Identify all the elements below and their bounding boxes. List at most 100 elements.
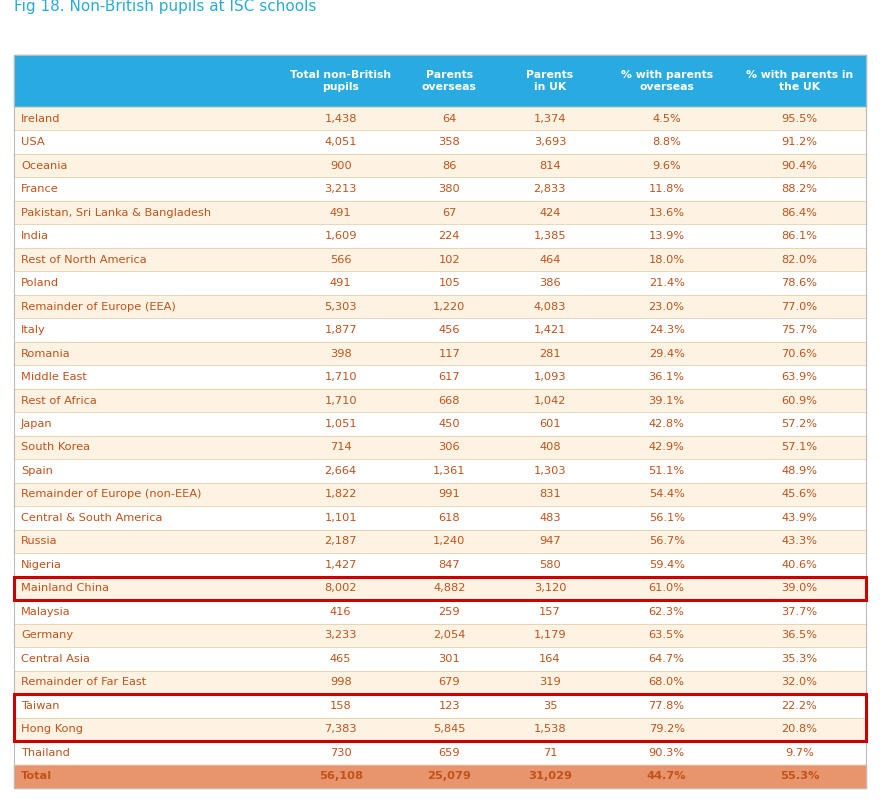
Text: 67: 67 <box>442 208 457 217</box>
Text: 86.4%: 86.4% <box>781 208 818 217</box>
Text: 491: 491 <box>330 278 351 288</box>
Text: 22.2%: 22.2% <box>781 701 818 711</box>
Text: 1,877: 1,877 <box>325 325 357 335</box>
Text: 62.3%: 62.3% <box>649 607 685 617</box>
Text: 56.7%: 56.7% <box>649 537 685 546</box>
Text: 1,385: 1,385 <box>533 231 566 241</box>
Text: 90.3%: 90.3% <box>649 747 685 758</box>
Text: Ireland: Ireland <box>21 114 61 124</box>
Text: India: India <box>21 231 49 241</box>
Text: 86: 86 <box>442 161 457 170</box>
Text: 1,303: 1,303 <box>533 466 566 476</box>
Text: 9.7%: 9.7% <box>785 747 814 758</box>
Text: 24.3%: 24.3% <box>649 325 685 335</box>
Text: 123: 123 <box>438 701 460 711</box>
Text: Nigeria: Nigeria <box>21 560 62 570</box>
Text: 20.8%: 20.8% <box>781 724 818 734</box>
Text: 158: 158 <box>330 701 352 711</box>
Text: 424: 424 <box>539 208 561 217</box>
Text: 618: 618 <box>438 513 460 523</box>
Text: 465: 465 <box>330 654 351 664</box>
Text: Rest of Africa: Rest of Africa <box>21 396 97 406</box>
Text: 157: 157 <box>539 607 561 617</box>
Text: 91.2%: 91.2% <box>781 137 818 147</box>
Text: 483: 483 <box>539 513 561 523</box>
Text: Malaysia: Malaysia <box>21 607 70 617</box>
Text: 450: 450 <box>438 419 460 429</box>
Text: 36.5%: 36.5% <box>781 630 818 641</box>
Text: 3,213: 3,213 <box>325 184 357 194</box>
Text: 847: 847 <box>438 560 460 570</box>
Text: 259: 259 <box>438 607 460 617</box>
Text: 82.0%: 82.0% <box>781 255 818 265</box>
Text: Remainder of Europe (non-EEA): Remainder of Europe (non-EEA) <box>21 490 202 499</box>
Text: 75.7%: 75.7% <box>781 325 818 335</box>
Text: Middle East: Middle East <box>21 372 87 382</box>
Text: 42.8%: 42.8% <box>649 419 685 429</box>
Text: Rest of North America: Rest of North America <box>21 255 147 265</box>
Text: 77.0%: 77.0% <box>781 301 818 312</box>
Text: 51.1%: 51.1% <box>649 466 685 476</box>
Text: 1,042: 1,042 <box>534 396 566 406</box>
Text: Romania: Romania <box>21 348 70 359</box>
Text: 1,609: 1,609 <box>325 231 357 241</box>
Text: 117: 117 <box>438 348 460 359</box>
Text: 1,240: 1,240 <box>433 537 466 546</box>
Text: 35: 35 <box>543 701 557 711</box>
Text: Remainder of Far East: Remainder of Far East <box>21 677 146 688</box>
Text: % with parents
overseas: % with parents overseas <box>620 70 713 92</box>
Text: 35.3%: 35.3% <box>781 654 818 664</box>
Text: 580: 580 <box>539 560 561 570</box>
Text: 23.0%: 23.0% <box>649 301 685 312</box>
Text: 301: 301 <box>438 654 460 664</box>
Text: Parents
overseas: Parents overseas <box>422 70 477 92</box>
Text: 1,538: 1,538 <box>533 724 566 734</box>
Text: 998: 998 <box>330 677 352 688</box>
Text: 5,845: 5,845 <box>433 724 466 734</box>
Text: 659: 659 <box>438 747 460 758</box>
Text: 566: 566 <box>330 255 351 265</box>
Text: 43.9%: 43.9% <box>781 513 818 523</box>
Text: 40.6%: 40.6% <box>781 560 818 570</box>
Text: Spain: Spain <box>21 466 53 476</box>
Text: 1,421: 1,421 <box>534 325 566 335</box>
Text: 44.7%: 44.7% <box>647 772 686 781</box>
Text: 408: 408 <box>539 443 561 452</box>
Text: 60.9%: 60.9% <box>781 396 818 406</box>
Text: 13.6%: 13.6% <box>649 208 685 217</box>
Text: 281: 281 <box>539 348 561 359</box>
Text: 105: 105 <box>438 278 460 288</box>
Text: 54.4%: 54.4% <box>649 490 685 499</box>
Text: 102: 102 <box>438 255 460 265</box>
Text: 3,120: 3,120 <box>533 583 566 593</box>
Text: 56,108: 56,108 <box>319 772 363 781</box>
Text: 1,361: 1,361 <box>433 466 466 476</box>
Text: Remainder of Europe (EEA): Remainder of Europe (EEA) <box>21 301 176 312</box>
Text: 86.1%: 86.1% <box>781 231 818 241</box>
Text: Taiwan: Taiwan <box>21 701 60 711</box>
Text: South Korea: South Korea <box>21 443 90 452</box>
Text: 1,179: 1,179 <box>533 630 566 641</box>
Text: Total: Total <box>21 772 52 781</box>
Text: 2,664: 2,664 <box>325 466 356 476</box>
Text: 55.3%: 55.3% <box>780 772 819 781</box>
Text: 79.2%: 79.2% <box>649 724 685 734</box>
Text: Total non-British
pupils: Total non-British pupils <box>290 70 392 92</box>
Text: 464: 464 <box>539 255 561 265</box>
Text: 814: 814 <box>539 161 561 170</box>
Text: 88.2%: 88.2% <box>781 184 818 194</box>
Text: 224: 224 <box>439 231 460 241</box>
Text: 39.0%: 39.0% <box>781 583 818 593</box>
Text: 4,882: 4,882 <box>433 583 466 593</box>
Text: 668: 668 <box>438 396 460 406</box>
Text: 1,427: 1,427 <box>325 560 357 570</box>
Text: 601: 601 <box>539 419 561 429</box>
Text: 1,710: 1,710 <box>325 396 357 406</box>
Text: Hong Kong: Hong Kong <box>21 724 83 734</box>
Text: 1,101: 1,101 <box>325 513 357 523</box>
Text: Oceania: Oceania <box>21 161 68 170</box>
Text: 386: 386 <box>539 278 561 288</box>
Text: 900: 900 <box>330 161 352 170</box>
Text: France: France <box>21 184 59 194</box>
Text: 25,079: 25,079 <box>428 772 472 781</box>
